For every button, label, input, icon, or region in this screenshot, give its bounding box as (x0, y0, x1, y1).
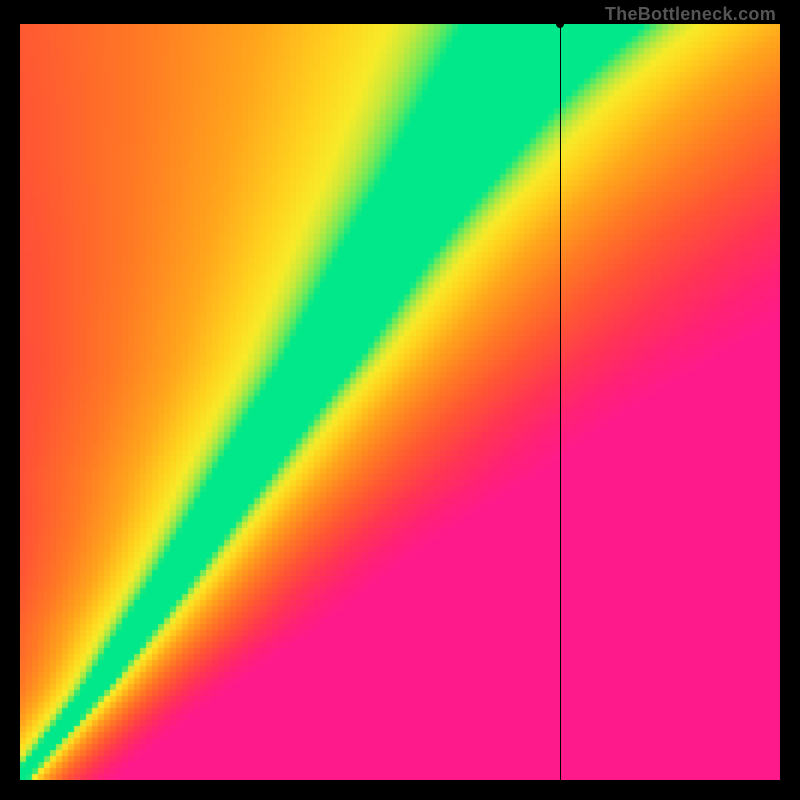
chart-container: TheBottleneck.com (0, 0, 800, 800)
heatmap-plot (20, 24, 780, 780)
watermark-text: TheBottleneck.com (605, 4, 776, 25)
vertical-guideline (560, 24, 561, 780)
guideline-marker-dot (556, 20, 564, 28)
heatmap-canvas (20, 24, 780, 780)
